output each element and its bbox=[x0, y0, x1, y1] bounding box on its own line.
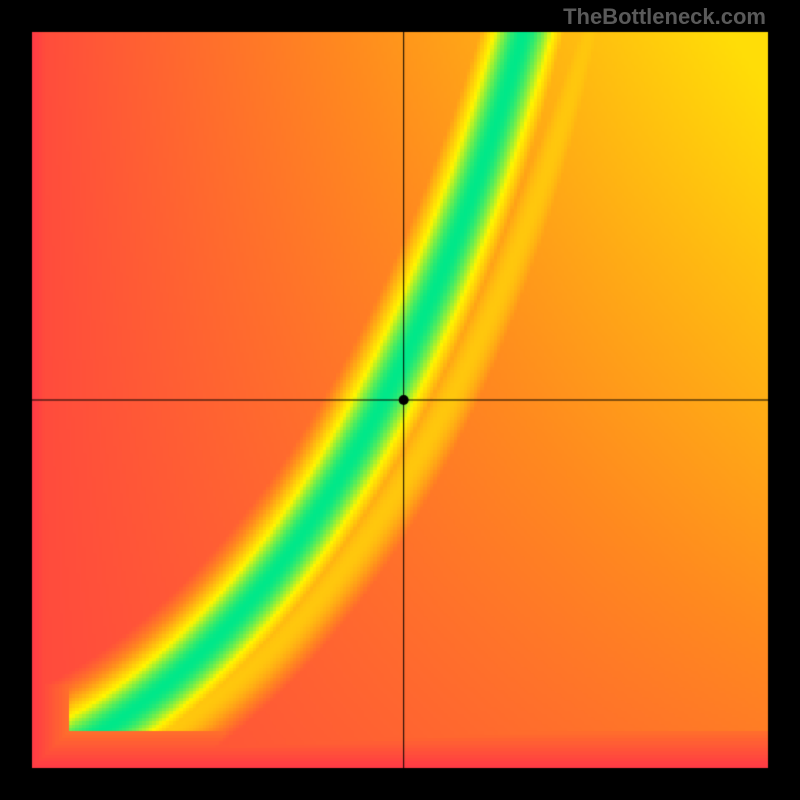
watermark-text: TheBottleneck.com bbox=[563, 4, 766, 30]
bottleneck-heatmap bbox=[0, 0, 800, 800]
chart-container: { "watermark": { "text": "TheBottleneck.… bbox=[0, 0, 800, 800]
